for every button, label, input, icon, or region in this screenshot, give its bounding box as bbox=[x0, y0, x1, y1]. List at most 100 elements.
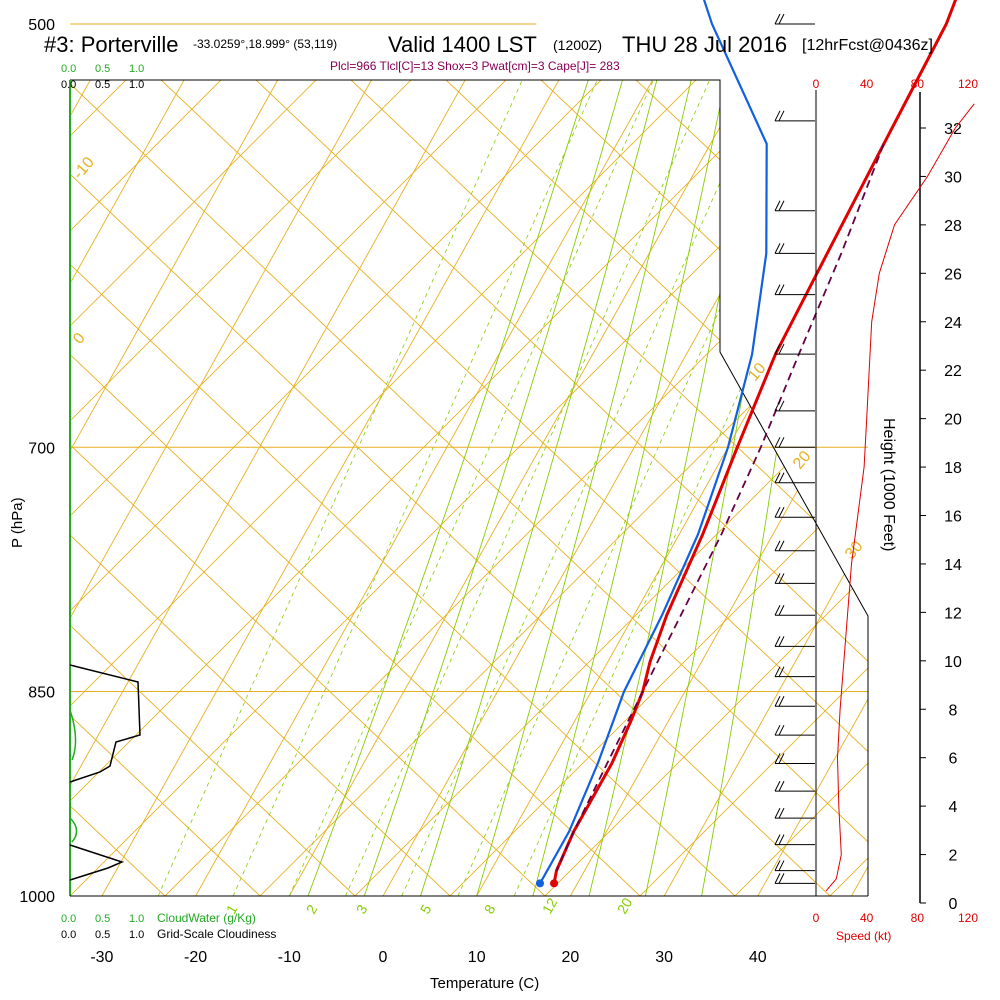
adiabat-line bbox=[70, 80, 736, 896]
cloudiness-tick-bottom-1: 0.5 bbox=[95, 929, 110, 941]
wind-barb-feather bbox=[778, 605, 785, 616]
moist-adiabat bbox=[532, 80, 868, 896]
temperature-tick-label: 30 bbox=[655, 949, 673, 966]
diagonal-line bbox=[925, 0, 1000, 896]
wind-barb-feather bbox=[778, 243, 785, 254]
height-tick-label: 8 bbox=[949, 702, 958, 719]
diagonal-line bbox=[70, 80, 501, 896]
cloudiness-tick-0: 0.0 bbox=[61, 79, 76, 91]
wind-panel: 0246810121416182022242628303200404080801… bbox=[774, 13, 978, 925]
wind-barb-feather bbox=[774, 860, 781, 871]
wind-barb-feather bbox=[778, 724, 785, 736]
diagonal-line bbox=[70, 80, 406, 896]
temperature-tick-label: -20 bbox=[184, 949, 207, 966]
wind-barb-feather bbox=[778, 834, 785, 845]
cloudiness-label: Grid-Scale Cloudiness bbox=[157, 927, 276, 941]
isotherm-label: 20 bbox=[790, 448, 815, 473]
wind-barb-feather bbox=[774, 573, 781, 584]
height-tick-label: 10 bbox=[944, 654, 962, 671]
wind-barb-feather bbox=[774, 243, 781, 254]
adiabat-line bbox=[499, 80, 868, 896]
cloudiness-tick-1: 0.5 bbox=[95, 79, 110, 91]
moist-adiabat bbox=[363, 80, 860, 896]
wind-barb-feather bbox=[774, 666, 781, 677]
zulu-time: (1200Z) bbox=[553, 37, 602, 53]
diagonal-line bbox=[70, 80, 868, 896]
wind-barb-feather bbox=[778, 696, 785, 707]
diagonal-line bbox=[0, 0, 25, 896]
cloudiness-tick-bottom-0: 0.0 bbox=[61, 929, 76, 941]
cloudwater-tick-1: 0.5 bbox=[95, 63, 110, 75]
height-tick-label: 2 bbox=[949, 848, 958, 865]
speed-tick-bottom: 120 bbox=[958, 911, 978, 925]
speed-tick-bottom: 40 bbox=[860, 911, 874, 925]
isotherm-line bbox=[70, 80, 868, 896]
height-tick-label: 14 bbox=[944, 557, 962, 574]
mixing-ratio-line bbox=[157, 80, 673, 896]
diagonal-line bbox=[639, 80, 868, 896]
plot-outline bbox=[70, 79, 869, 896]
wind-barb bbox=[774, 506, 815, 518]
adiabat-line bbox=[70, 80, 641, 896]
pressure-tick-label: 850 bbox=[28, 685, 55, 702]
speed-tick-top: 0 bbox=[813, 77, 820, 91]
wind-barb-feather bbox=[774, 343, 781, 355]
wind-barb-feather bbox=[778, 343, 785, 355]
isotherm-line bbox=[70, 80, 868, 896]
wind-barb-feather bbox=[774, 605, 781, 616]
diagonal-line bbox=[70, 80, 691, 896]
wind-barb-feather bbox=[778, 200, 785, 211]
wind-barb bbox=[774, 696, 815, 707]
wind-barb-feather bbox=[778, 506, 785, 518]
wind-barb bbox=[774, 873, 815, 884]
forecast-date: THU 28 Jul 2016 bbox=[622, 32, 787, 57]
chart-grid: 2503004005007008501000-30-20-10010203040… bbox=[0, 0, 1000, 966]
pressure-tick-label: 700 bbox=[28, 440, 55, 457]
adiabat-line bbox=[70, 80, 71, 896]
height-tick-label: 24 bbox=[944, 315, 962, 332]
isotherm-line bbox=[70, 80, 424, 896]
stability-indices: Plcl=966 Tlcl[C]=13 Shox=3 Pwat[cm]=3 Ca… bbox=[330, 59, 620, 73]
mixing-ratio-line bbox=[401, 80, 868, 896]
height-tick-label: 0 bbox=[949, 896, 958, 913]
wind-barb-feather bbox=[774, 724, 781, 736]
diagonal-line bbox=[70, 80, 868, 896]
temperature-tick-label: 0 bbox=[379, 949, 388, 966]
wind-barb bbox=[774, 636, 815, 647]
adiabat-line bbox=[404, 80, 868, 896]
cloudwater-curve bbox=[69, 709, 78, 843]
isotherm-line bbox=[663, 80, 868, 896]
wind-barb bbox=[774, 724, 815, 736]
height-tick-label: 4 bbox=[949, 799, 958, 816]
diagonal-line bbox=[70, 80, 121, 896]
wind-barb-feather bbox=[774, 540, 781, 551]
wind-barb-feather bbox=[774, 506, 781, 518]
wind-barb-feather bbox=[778, 753, 785, 764]
wind-barb bbox=[774, 666, 815, 678]
diagonal-line bbox=[829, 80, 868, 896]
wind-barb-feather bbox=[774, 636, 781, 647]
isotherm-line bbox=[851, 80, 868, 896]
wind-barb bbox=[774, 605, 815, 616]
height-tick-label: 26 bbox=[944, 266, 962, 283]
wind-barb bbox=[774, 807, 815, 819]
wind-barb bbox=[774, 343, 815, 355]
cloudwater-tick-bottom-0: 0.0 bbox=[61, 913, 76, 925]
isotherm-line bbox=[195, 80, 868, 896]
isotherm-label: 0 bbox=[70, 330, 89, 348]
station-coords: -33.0259°,18.999° (53,119) bbox=[193, 37, 337, 51]
mixing-ratio-label: 12 bbox=[539, 895, 561, 917]
adiabat-line bbox=[119, 80, 868, 896]
wind-barb-feather bbox=[778, 284, 785, 295]
clipped-grid bbox=[0, 0, 1000, 896]
wind-barb-feather bbox=[774, 437, 781, 448]
height-tick-label: 22 bbox=[944, 363, 962, 380]
wind-barb-feather bbox=[778, 666, 785, 677]
diagonal-line bbox=[70, 80, 786, 896]
wind-barb bbox=[774, 753, 815, 764]
mixing-ratio-label: 2 bbox=[303, 902, 321, 917]
isotherm-line bbox=[570, 80, 868, 896]
isotherm-line bbox=[476, 80, 868, 896]
mixing-ratio-line bbox=[288, 80, 804, 896]
cloudwater-label: CloudWater (g/Kg) bbox=[157, 911, 256, 925]
